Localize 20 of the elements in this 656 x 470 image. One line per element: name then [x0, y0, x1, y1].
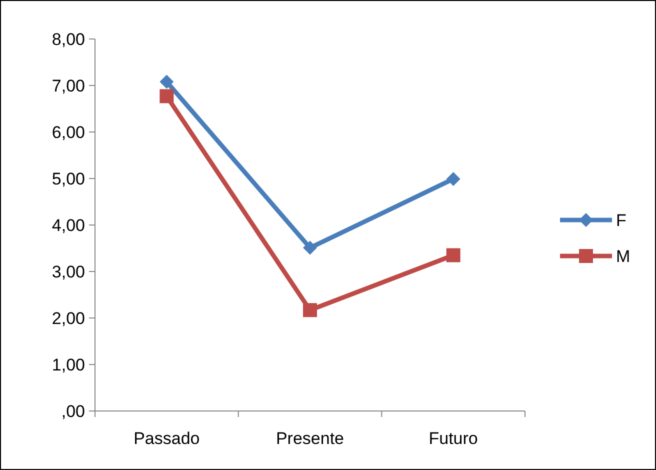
y-tick-label: 4,00: [52, 216, 85, 235]
y-tick-label: 6,00: [52, 122, 85, 142]
point: [303, 303, 317, 318]
y-tick-label: 8,00: [52, 30, 85, 49]
x-tick-label: Presente: [276, 429, 344, 448]
point: [160, 74, 174, 89]
y-tick-label: 7,00: [52, 76, 85, 96]
point: [446, 172, 460, 186]
legend-label: F: [616, 210, 626, 230]
point: [160, 89, 174, 104]
point: [303, 240, 317, 255]
x-tick-label: Futuro: [428, 429, 478, 448]
y-tick-label: ,00: [61, 402, 85, 421]
y-tick-label: 5,00: [52, 169, 85, 188]
y-tick-label: 2,00: [52, 308, 85, 328]
y-tick-label: 1,00: [52, 355, 85, 374]
x-tick-label: Passado: [134, 429, 200, 448]
y-tick-label: 3,00: [52, 262, 85, 282]
point: [446, 248, 460, 262]
legend-label: M: [616, 246, 630, 266]
